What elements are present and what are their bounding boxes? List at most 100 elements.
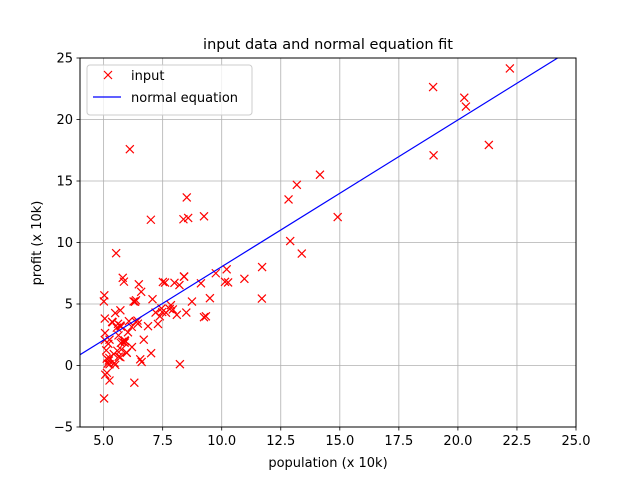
x-tick-label: 25.0: [562, 434, 591, 449]
data-point: [116, 345, 126, 354]
data-point: [99, 394, 109, 403]
data-point: [175, 280, 184, 290]
x-tick-label: 20.0: [443, 434, 472, 449]
data-point: [297, 249, 307, 258]
data-point: [107, 317, 117, 327]
data-point: [160, 278, 170, 288]
data-point: [257, 294, 267, 304]
x-tick-label: 15.0: [325, 434, 354, 449]
data-point: [484, 140, 494, 150]
data-point: [153, 319, 163, 329]
data-point: [143, 321, 153, 331]
data-point: [136, 287, 146, 297]
data-point: [113, 319, 123, 329]
data-point: [333, 212, 343, 222]
data-point: [285, 236, 295, 246]
data-point: [105, 335, 114, 345]
y-tick-label: 0: [65, 359, 73, 374]
data-point: [179, 272, 189, 281]
data-point: [115, 352, 125, 362]
data-point: [222, 264, 232, 274]
data-point: [99, 296, 109, 306]
data-point: [505, 64, 515, 73]
data-point: [284, 195, 293, 204]
x-tick-label: 22.5: [502, 434, 531, 449]
data-point: [101, 345, 111, 355]
x-tick-label: 10.0: [207, 434, 236, 449]
data-point: [120, 336, 130, 346]
chart-title: input data and normal equation fit: [203, 37, 453, 53]
data-point: [104, 356, 114, 366]
data-point: [137, 357, 147, 367]
data-point: [129, 378, 139, 388]
data-point: [120, 338, 130, 348]
data-point: [158, 277, 168, 287]
legend-label-normal-equation: normal equation: [131, 91, 238, 106]
data-point: [129, 296, 139, 306]
ticks: 5.0 7.5 10.0 12.5 15.0 17.5 20.0 22.5 25.0 −5 0 5 10…: [54, 52, 591, 450]
x-tick-label: 17.5: [384, 434, 413, 449]
data-point: [135, 354, 145, 364]
data-point: [105, 376, 114, 385]
data-point: [459, 93, 469, 103]
data-point: [134, 279, 144, 289]
fit-line: [80, 58, 559, 356]
y-tick-label: 5: [65, 298, 73, 313]
data-point: [220, 277, 230, 287]
data-point: [181, 308, 191, 318]
y-tick-label: 15: [56, 175, 73, 190]
data-point: [199, 211, 209, 221]
data-point: [315, 170, 325, 180]
data-point: [182, 193, 192, 202]
data-point: [187, 297, 197, 306]
y-tick-label: 25: [56, 52, 73, 67]
data-point: [130, 297, 140, 307]
data-point: [172, 310, 182, 320]
data-point: [124, 316, 134, 326]
y-tick-label: 20: [56, 113, 73, 128]
data-point: [111, 248, 121, 258]
data-point: [103, 359, 113, 369]
data-point: [100, 328, 110, 338]
data-point: [239, 274, 249, 284]
data-point: [118, 273, 128, 283]
legend-label-input: input: [131, 69, 164, 84]
data-point: [100, 314, 110, 323]
data-point: [257, 262, 267, 272]
x-tick-label: 12.5: [266, 434, 295, 449]
data-point: [127, 342, 137, 352]
data-point: [165, 304, 175, 314]
legend-marker-input: [103, 70, 113, 80]
x-tick-label: 7.5: [152, 434, 173, 449]
data-point: [117, 337, 127, 347]
data-point: [223, 278, 233, 287]
data-point: [115, 305, 125, 315]
x-tick-label: 5.0: [93, 434, 114, 449]
data-point: [105, 359, 114, 369]
data-point: [461, 102, 471, 112]
plot-area: [80, 58, 559, 403]
data-point: [175, 359, 185, 369]
y-tick-label: −5: [54, 421, 73, 436]
data-point: [148, 294, 157, 304]
data-point: [428, 82, 438, 92]
y-tick-label: 10: [56, 236, 73, 251]
data-point: [205, 293, 215, 303]
y-axis-label: profit (x 10k): [30, 201, 45, 286]
data-point: [429, 150, 439, 160]
data-point: [139, 335, 149, 345]
data-point: [211, 268, 221, 278]
data-point: [183, 213, 193, 223]
x-axis-label: population (x 10k): [268, 456, 387, 471]
legend-box: [86, 64, 253, 116]
data-point: [110, 308, 120, 318]
data-point: [125, 144, 135, 154]
data-point: [292, 180, 302, 190]
data-point: [100, 370, 110, 380]
data-point: [201, 311, 211, 321]
data-point: [123, 327, 133, 337]
data-point: [170, 278, 179, 288]
data-point: [199, 312, 209, 322]
data-point: [146, 215, 156, 225]
